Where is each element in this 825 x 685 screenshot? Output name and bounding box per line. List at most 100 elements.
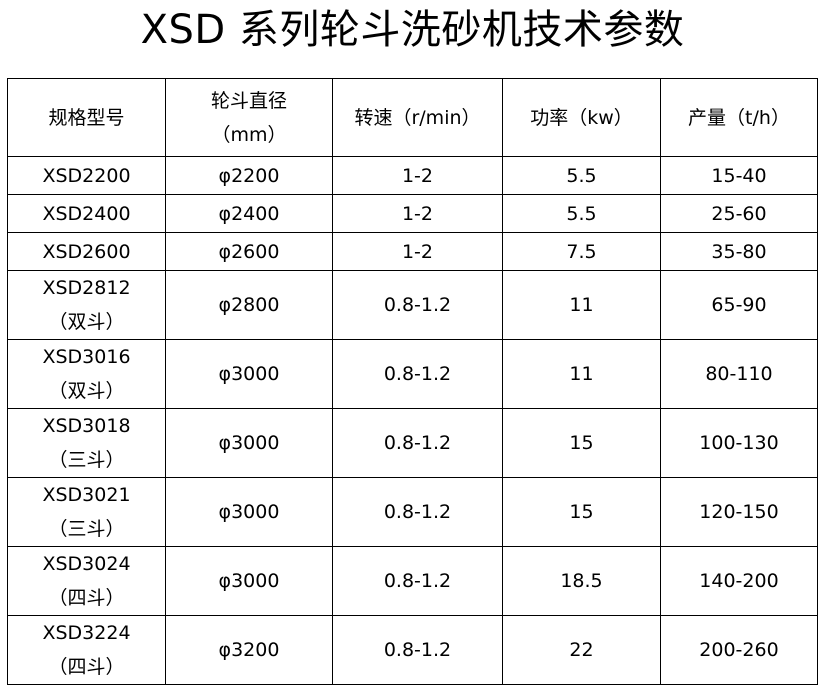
speed-cell-speed: 0.8-1.2 [383, 639, 452, 661]
model-cell-model: XSD2600 [42, 240, 131, 263]
header-power: 功率（kw） [502, 78, 661, 157]
speed-cell: 0.8-1.2 [332, 615, 503, 685]
model-cell-model: XSD3018 [42, 415, 131, 437]
output-cell-output: 100-130 [699, 432, 779, 454]
power-cell: 11 [502, 270, 661, 340]
header-text: 转速（r/min） [354, 106, 481, 129]
diameter-cell: φ3000 [165, 339, 333, 409]
diameter-cell: φ2800 [165, 270, 333, 340]
header-speed: 转速（r/min） [332, 78, 503, 157]
diameter-cell-diameter: φ3000 [218, 363, 280, 385]
page-title: XSD 系列轮斗洗砂机技术参数 [140, 7, 685, 53]
power-cell-power: 7.5 [566, 240, 597, 263]
header-model: 规格型号 [7, 78, 166, 157]
power-cell: 15 [502, 477, 661, 547]
model-cell-model: XSD3224 [42, 622, 131, 644]
diameter-cell-diameter: φ3000 [218, 570, 280, 592]
speed-cell-speed: 0.8-1.2 [383, 432, 452, 454]
speed-cell: 1-2 [332, 232, 503, 271]
power-cell-power: 18.5 [560, 570, 603, 592]
diameter-cell-diameter: φ2200 [218, 164, 280, 187]
model-cell: XSD3021 （三斗） [7, 477, 166, 547]
output-cell: 35-80 [660, 232, 818, 271]
header-unit: （mm） [211, 123, 287, 146]
diameter-cell: φ3000 [165, 477, 333, 547]
output-cell-output: 25-60 [711, 202, 767, 225]
power-cell-power: 11 [569, 294, 594, 316]
header-output: 产量（t/h） [660, 78, 818, 157]
header-row: 规格型号 轮斗直径 （mm） 转速（r/min） 功率（kw） 产量（t/h） [7, 78, 818, 157]
diameter-cell: φ2600 [165, 232, 333, 271]
power-cell: 15 [502, 408, 661, 478]
header-text: 规格型号 [48, 106, 125, 129]
power-cell-power: 11 [569, 363, 594, 385]
header-text: 功率（kw） [530, 106, 633, 129]
model-cell: XSD2600 [7, 232, 166, 271]
output-cell: 200-260 [660, 615, 818, 685]
table-row: XSD2200 φ2200 1-2 5.5 15-40 [7, 156, 818, 195]
model-cell-note: （四斗） [48, 656, 125, 678]
model-cell-model: XSD3024 [42, 553, 131, 575]
table-row: XSD3021 （三斗） φ3000 0.8-1.2 15 120-150 [7, 477, 818, 547]
speed-cell-speed: 1-2 [401, 202, 434, 225]
model-cell: XSD2400 [7, 194, 166, 233]
speed-cell: 0.8-1.2 [332, 270, 503, 340]
power-cell: 5.5 [502, 194, 661, 233]
diameter-cell: φ3000 [165, 408, 333, 478]
power-cell: 7.5 [502, 232, 661, 271]
model-cell-note: （双斗） [48, 380, 125, 402]
spec-table: 规格型号 轮斗直径 （mm） 转速（r/min） 功率（kw） 产量（t/h） X… [7, 78, 818, 685]
diameter-cell-diameter: φ2600 [218, 240, 280, 263]
diameter-cell-diameter: φ3000 [218, 501, 280, 523]
output-cell: 140-200 [660, 546, 818, 616]
model-cell-model: XSD2812 [42, 277, 131, 299]
power-cell: 5.5 [502, 156, 661, 195]
model-cell-model: XSD2200 [42, 164, 131, 187]
power-cell-power: 15 [569, 501, 594, 523]
header-diameter: 轮斗直径 （mm） [165, 78, 333, 157]
model-cell-model: XSD3016 [42, 346, 131, 368]
header-text: 轮斗直径 [210, 89, 287, 112]
output-cell-output: 80-110 [705, 363, 773, 385]
table-row: XSD3018 （三斗） φ3000 0.8-1.2 15 100-130 [7, 408, 818, 478]
diameter-cell-diameter: φ2400 [218, 202, 280, 225]
header-text: 产量（t/h） [688, 106, 790, 129]
output-cell-output: 140-200 [699, 570, 779, 592]
speed-cell: 1-2 [332, 194, 503, 233]
output-cell: 25-60 [660, 194, 818, 233]
output-cell: 15-40 [660, 156, 818, 195]
speed-cell-speed: 0.8-1.2 [383, 570, 452, 592]
diameter-cell-diameter: φ3000 [218, 432, 280, 454]
power-cell: 11 [502, 339, 661, 409]
output-cell: 100-130 [660, 408, 818, 478]
output-cell-output: 35-80 [711, 240, 767, 263]
power-cell-power: 5.5 [566, 164, 597, 187]
model-cell-note: （三斗） [48, 518, 125, 540]
model-cell-model: XSD2400 [42, 202, 131, 225]
table-row: XSD2400 φ2400 1-2 5.5 25-60 [7, 194, 818, 233]
output-cell-output: 15-40 [711, 164, 767, 187]
speed-cell: 0.8-1.2 [332, 477, 503, 547]
diameter-cell: φ3200 [165, 615, 333, 685]
model-cell-note: （双斗） [48, 311, 125, 333]
table-row: XSD3016 （双斗） φ3000 0.8-1.2 11 80-110 [7, 339, 818, 409]
speed-cell: 0.8-1.2 [332, 339, 503, 409]
speed-cell: 1-2 [332, 156, 503, 195]
model-cell: XSD3224 （四斗） [7, 615, 166, 685]
diameter-cell: φ3000 [165, 546, 333, 616]
output-cell: 120-150 [660, 477, 818, 547]
output-cell-output: 120-150 [699, 501, 779, 523]
table-row: XSD3024 （四斗） φ3000 0.8-1.2 18.5 140-200 [7, 546, 818, 616]
speed-cell-speed: 0.8-1.2 [383, 363, 452, 385]
power-cell: 18.5 [502, 546, 661, 616]
power-cell: 22 [502, 615, 661, 685]
speed-cell: 0.8-1.2 [332, 546, 503, 616]
model-cell: XSD2200 [7, 156, 166, 195]
output-cell: 80-110 [660, 339, 818, 409]
output-cell-output: 65-90 [711, 294, 767, 316]
model-cell-note: （四斗） [48, 587, 125, 609]
speed-cell-speed: 0.8-1.2 [383, 294, 452, 316]
output-cell: 65-90 [660, 270, 818, 340]
model-cell: XSD2812 （双斗） [7, 270, 166, 340]
table-row: XSD2812 （双斗） φ2800 0.8-1.2 11 65-90 [7, 270, 818, 340]
